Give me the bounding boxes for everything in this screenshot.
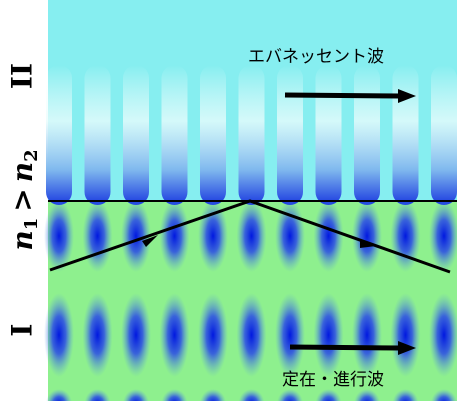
standing-lobe (161, 389, 188, 401)
arrowhead (398, 89, 416, 103)
evanescent-label: エバネッセント波 (248, 47, 384, 67)
standing-lobe (277, 389, 303, 401)
standing-lobe (159, 293, 190, 377)
standing-lobe (82, 293, 113, 377)
standing-lobe (275, 293, 305, 377)
standing-lobe (429, 200, 457, 272)
standing-lobe (46, 389, 72, 401)
index-relation: n1>n2 (6, 149, 43, 250)
evanescent-lobe (200, 65, 226, 205)
standing-lobe (431, 389, 457, 401)
standing-lobe (121, 200, 151, 272)
standing-lobe (84, 389, 111, 401)
arrowhead (398, 341, 416, 355)
standing-lobe (82, 200, 113, 272)
standing-lobe (200, 389, 226, 401)
standing-lobe (238, 389, 265, 401)
evanescent-arrow (284, 92, 401, 99)
standing-lobe (313, 200, 344, 272)
standing-lobe (236, 200, 267, 272)
standing-lobe (44, 293, 74, 377)
standing-lobe (198, 200, 228, 272)
wave-pattern (44, 65, 457, 401)
symbol: n (6, 162, 39, 182)
standing-lobe (198, 293, 228, 377)
standing-lobe (354, 389, 380, 401)
subscript: 1 (21, 218, 42, 231)
evanescent-lobe (431, 65, 457, 205)
evanescent-lobe (277, 65, 303, 205)
subscript: 2 (21, 149, 42, 162)
standing-arrow (289, 344, 401, 351)
evanescent-lobe (238, 65, 265, 205)
standing-lobe (352, 200, 382, 272)
standing-lobe (44, 200, 74, 272)
standing-lobe (121, 293, 151, 377)
evanescent-lobe (354, 65, 380, 205)
standing-lobe (392, 389, 419, 401)
evanescent-lobe (46, 65, 72, 205)
standing-lobe (313, 293, 344, 377)
symbol: n (6, 230, 39, 250)
region-label: I (6, 323, 39, 336)
standing-lobe (429, 293, 457, 377)
ray-arrowhead (360, 240, 376, 248)
evanescent-lobe (123, 65, 149, 205)
ray (49, 199, 451, 274)
ray-arrowhead (142, 235, 158, 247)
evanescent-lobe (315, 65, 342, 205)
evanescent-lobe (84, 65, 111, 205)
operator: > (6, 188, 39, 211)
standing-lobe (352, 293, 382, 377)
evanescent-lobe (161, 65, 188, 205)
standing-lobe (315, 389, 342, 401)
standing-label: 定在・進行波 (282, 370, 384, 390)
standing-lobe (390, 293, 421, 377)
standing-lobe (236, 293, 267, 377)
evanescent-lobe (392, 65, 419, 205)
region-label: II (6, 63, 39, 89)
standing-lobe (159, 200, 190, 272)
standing-lobe (123, 389, 149, 401)
